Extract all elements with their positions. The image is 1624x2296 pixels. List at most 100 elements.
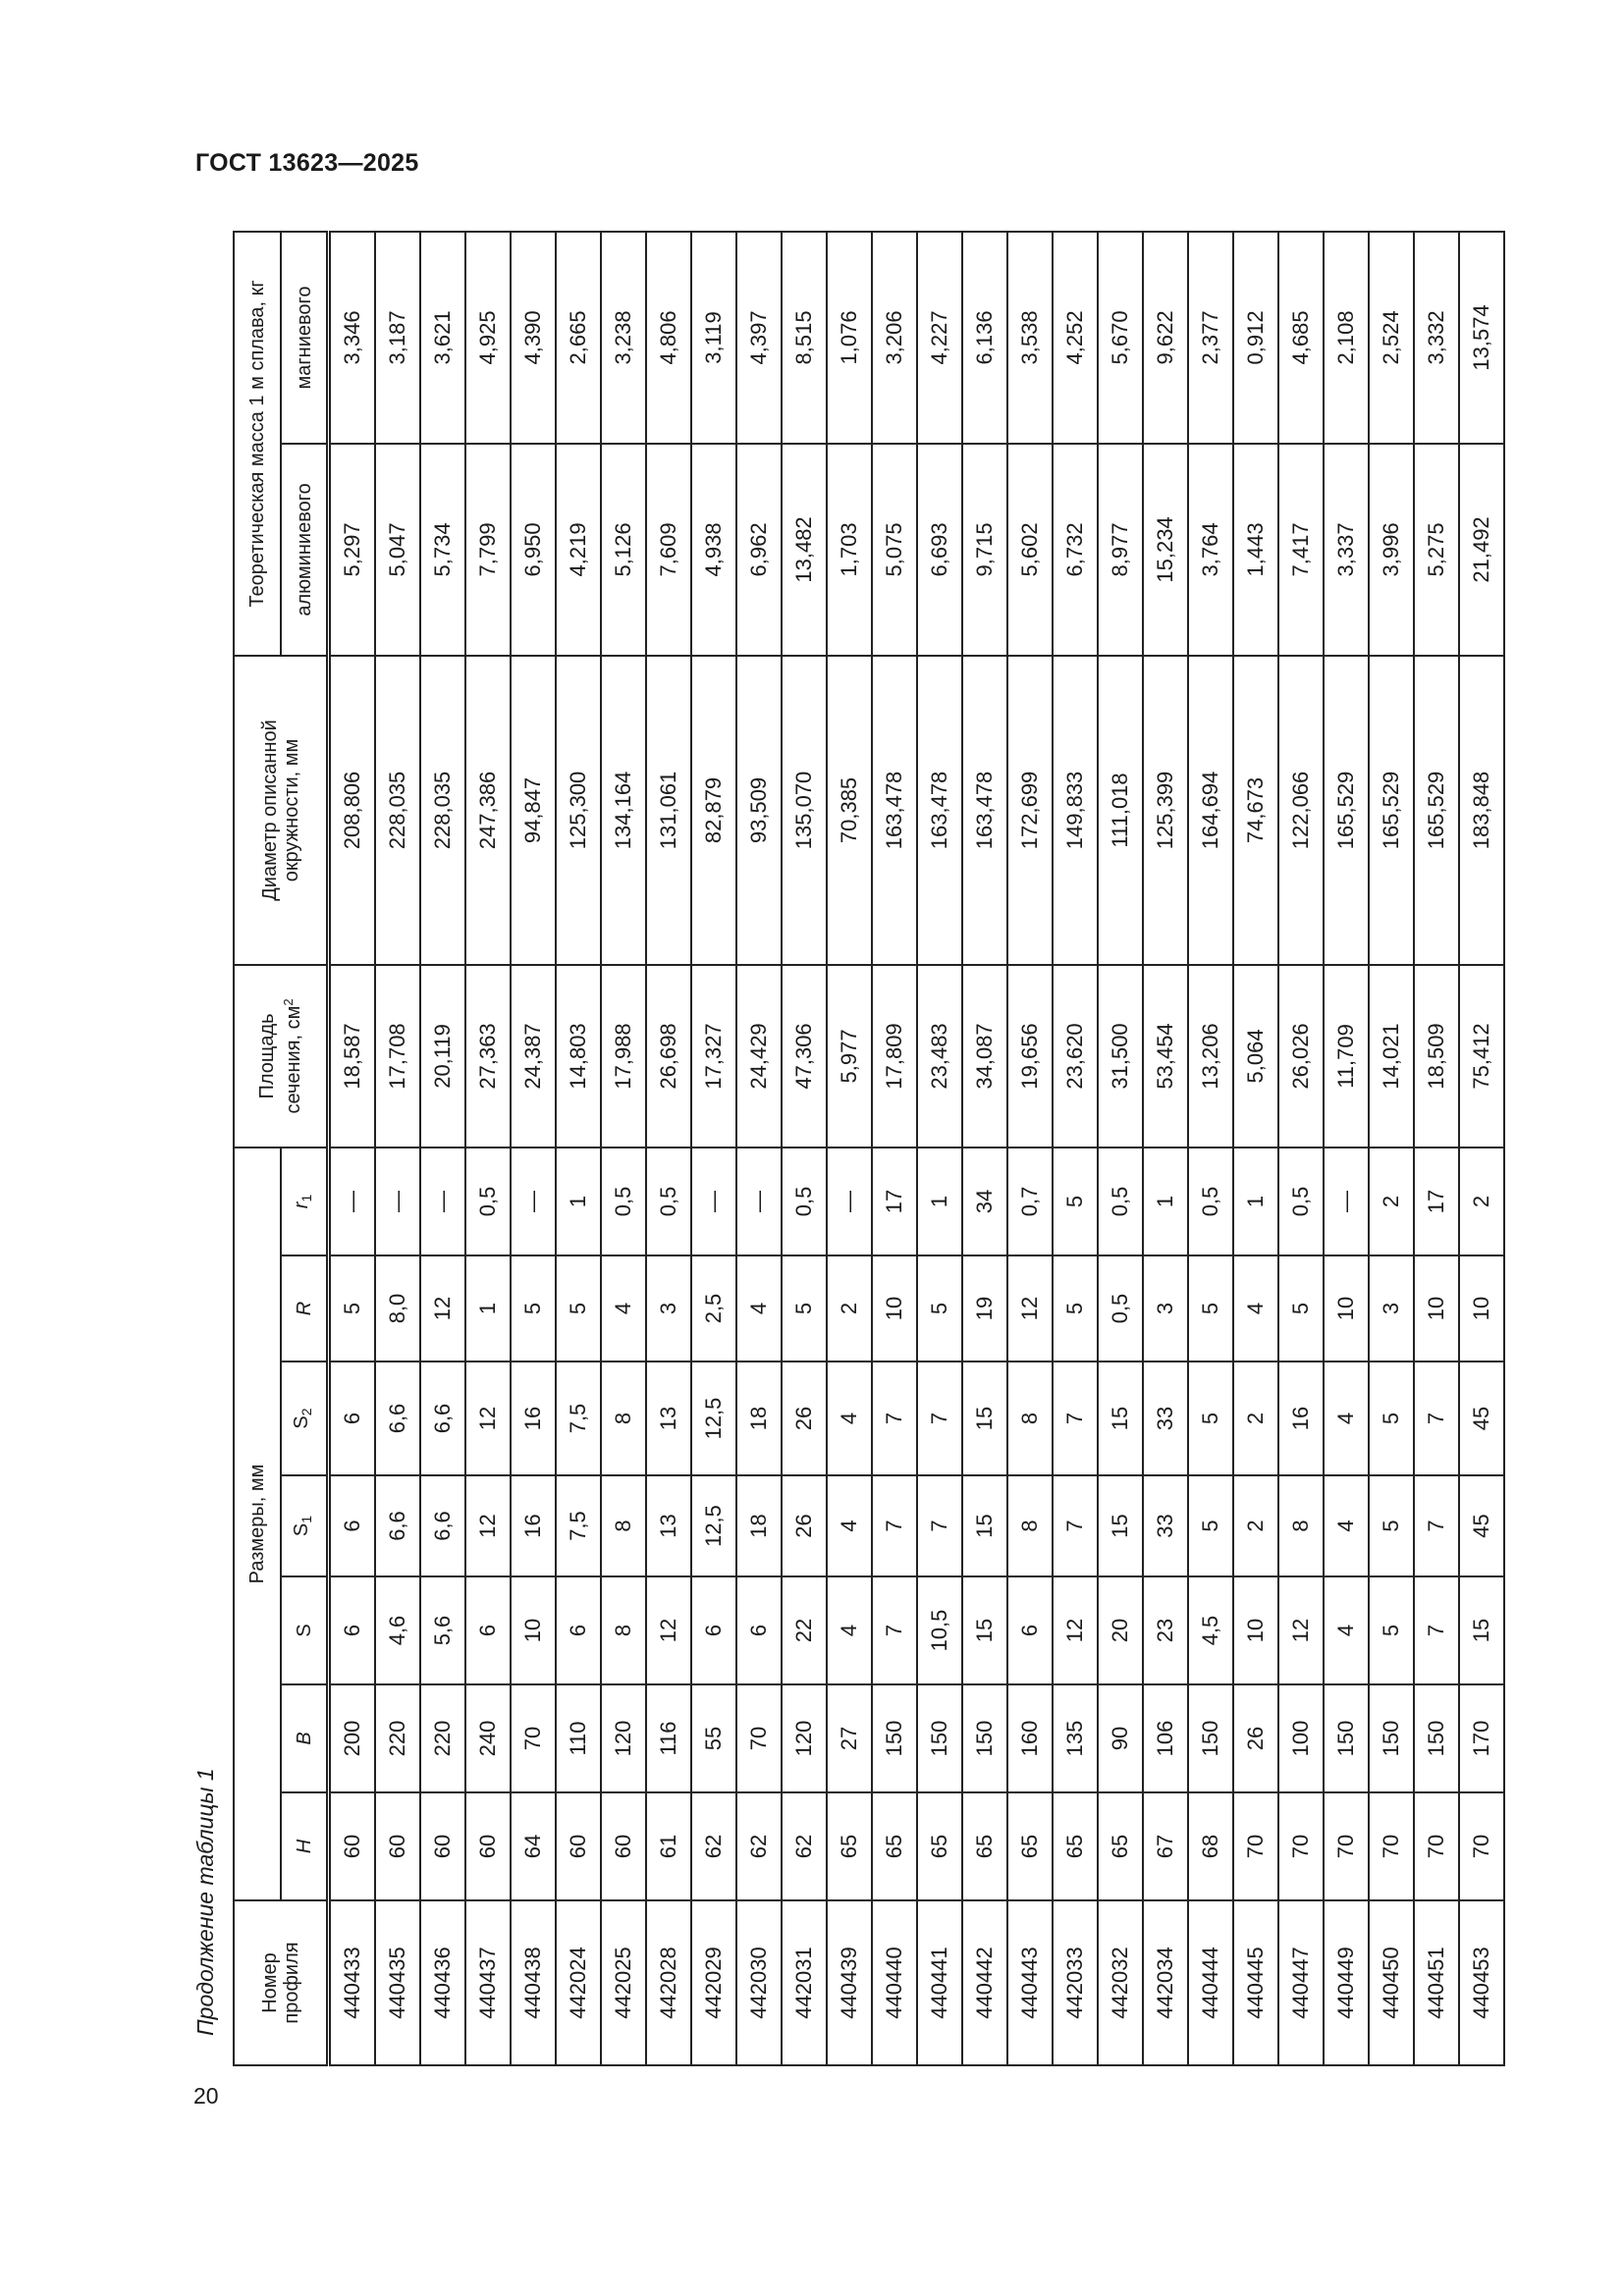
cell-B: 27 (827, 1684, 872, 1792)
cell-diameter: 70,385 (827, 655, 872, 965)
cell-mass-aluminum: 3,337 (1324, 443, 1369, 656)
cell-profile-number: 440437 (465, 1900, 511, 2065)
cell-profile-number: 440435 (375, 1900, 420, 2065)
header-area-sup: 2 (281, 998, 296, 1006)
cell-area: 11,709 (1324, 964, 1369, 1148)
cell-R: 5 (1278, 1255, 1324, 1362)
header-S1-sub: 1 (298, 1515, 314, 1523)
cell-mass-magnesium: 9,622 (1143, 231, 1188, 444)
cell-H: 70 (1369, 1792, 1414, 1900)
cell-mass-magnesium: 8,515 (782, 231, 827, 444)
cell-diameter: 164,694 (1188, 655, 1233, 965)
cell-mass-magnesium: 3,187 (375, 231, 420, 444)
cell-H: 65 (962, 1792, 1007, 1900)
cell-area: 27,363 (465, 964, 511, 1148)
cell-S2: 6 (328, 1362, 375, 1475)
cell-H: 70 (1278, 1792, 1324, 1900)
cell-S: 7 (1414, 1576, 1459, 1684)
cell-mass-magnesium: 5,670 (1098, 231, 1143, 444)
cell-mass-magnesium: 3,119 (691, 231, 736, 444)
cell-mass-aluminum: 6,962 (736, 443, 782, 656)
cell-area: 47,306 (782, 964, 827, 1148)
cell-R: 5 (556, 1255, 601, 1362)
table-row: 440441 65 150 10,5 7 7 5 1 23,483 163,478 6,693 4,2… (917, 231, 962, 2065)
cell-r1: 2 (1369, 1147, 1414, 1255)
cell-R: 19 (962, 1255, 1007, 1362)
cell-S2: 12,5 (691, 1362, 736, 1475)
cell-S: 4 (1324, 1576, 1369, 1684)
cell-mass-magnesium: 2,108 (1324, 231, 1369, 444)
cell-S: 12 (646, 1576, 691, 1684)
cell-r1: 0,7 (1007, 1147, 1053, 1255)
cell-mass-aluminum: 5,734 (420, 443, 465, 656)
header-B: B (281, 1684, 329, 1792)
cell-B: 170 (1459, 1684, 1504, 1792)
table-body: 440433 60 200 6 6 6 5—18,587 208,806 5,297 3,346 4… (328, 231, 1504, 2065)
cell-R: 10 (872, 1255, 917, 1362)
cell-S1: 5 (1369, 1475, 1414, 1576)
cell-S1: 7 (1053, 1475, 1098, 1576)
cell-mass-aluminum: 6,950 (511, 443, 556, 656)
cell-mass-magnesium: 4,685 (1278, 231, 1324, 444)
cell-H: 60 (601, 1792, 646, 1900)
cell-area: 26,698 (646, 964, 691, 1148)
cell-S1: 7 (1414, 1475, 1459, 1576)
cell-diameter: 208,806 (328, 655, 375, 965)
cell-B: 150 (962, 1684, 1007, 1792)
cell-r1: 1 (556, 1147, 601, 1255)
cell-H: 70 (1324, 1792, 1369, 1900)
cell-profile-number: 440453 (1459, 1900, 1504, 2065)
cell-r1: 0,5 (782, 1147, 827, 1255)
cell-mass-magnesium: 2,665 (556, 231, 601, 444)
cell-area: 17,988 (601, 964, 646, 1148)
cell-B: 150 (1369, 1684, 1414, 1792)
cell-R: 5 (1188, 1255, 1233, 1362)
cell-profile-number: 440440 (872, 1900, 917, 2065)
cell-area: 24,429 (736, 964, 782, 1148)
cell-B: 70 (736, 1684, 782, 1792)
table-row: 440439 65 27 4 4 4 2—5,977 70,385 1,703 1,076 (827, 231, 872, 2065)
cell-profile-number: 442033 (1053, 1900, 1098, 2065)
cell-S: 6 (691, 1576, 736, 1684)
header-S2-base: S (291, 1415, 312, 1429)
cell-mass-magnesium: 0,912 (1233, 231, 1278, 444)
header-S1: S1 (281, 1475, 329, 1576)
cell-diameter: 122,066 (1278, 655, 1324, 965)
cell-S2: 4 (827, 1362, 872, 1475)
cell-H: 60 (375, 1792, 420, 1900)
cell-diameter: 172,699 (1007, 655, 1053, 965)
cell-S2: 15 (962, 1362, 1007, 1475)
cell-R: 5 (511, 1255, 556, 1362)
table-row: 440435 60 220 4,6 6,6 6,6 8,0—17,708 228,035 5,0… (375, 231, 420, 2065)
cell-profile-number: 440443 (1007, 1900, 1053, 2065)
header-area-text: Площадь сечения, см (256, 1005, 304, 1114)
header-r1: r1 (281, 1147, 329, 1255)
cell-mass-aluminum: 4,219 (556, 443, 601, 656)
cell-S1: 6,6 (375, 1475, 420, 1576)
cell-profile-number: 440445 (1233, 1900, 1278, 2065)
cell-area: 14,803 (556, 964, 601, 1148)
cell-r1: 0,5 (465, 1147, 511, 1255)
cell-diameter: 93,509 (736, 655, 782, 965)
page-number: 20 (193, 2083, 219, 2109)
cell-S1: 12,5 (691, 1475, 736, 1576)
cell-S2: 8 (1007, 1362, 1053, 1475)
table-row: 442032 65 90 20 15 15 0,5 0,5 31,500 111,018 8,977… (1098, 231, 1143, 2065)
cell-S: 4 (827, 1576, 872, 1684)
cell-profile-number: 442031 (782, 1900, 827, 2065)
cell-r1: 0,5 (646, 1147, 691, 1255)
cell-H: 62 (736, 1792, 782, 1900)
cell-profile-number: 440442 (962, 1900, 1007, 2065)
cell-H: 70 (1414, 1792, 1459, 1900)
cell-S1: 15 (962, 1475, 1007, 1576)
cell-B: 106 (1143, 1684, 1188, 1792)
table-row: 442024 60 110 6 7,5 7,5 5 1 14,803 125,300 4,219 2,… (556, 231, 601, 2065)
cell-mass-aluminum: 1,443 (1233, 443, 1278, 656)
cell-R: 5 (328, 1255, 375, 1362)
cell-mass-aluminum: 7,799 (465, 443, 511, 656)
cell-R: 8,0 (375, 1255, 420, 1362)
cell-r1: — (511, 1147, 556, 1255)
cell-r1: 5 (1053, 1147, 1098, 1255)
table-row: 440438 64 70 10 16 16 5—24,387 94,847 6,950 4,390 (511, 231, 556, 2065)
cell-R: 2,5 (691, 1255, 736, 1362)
